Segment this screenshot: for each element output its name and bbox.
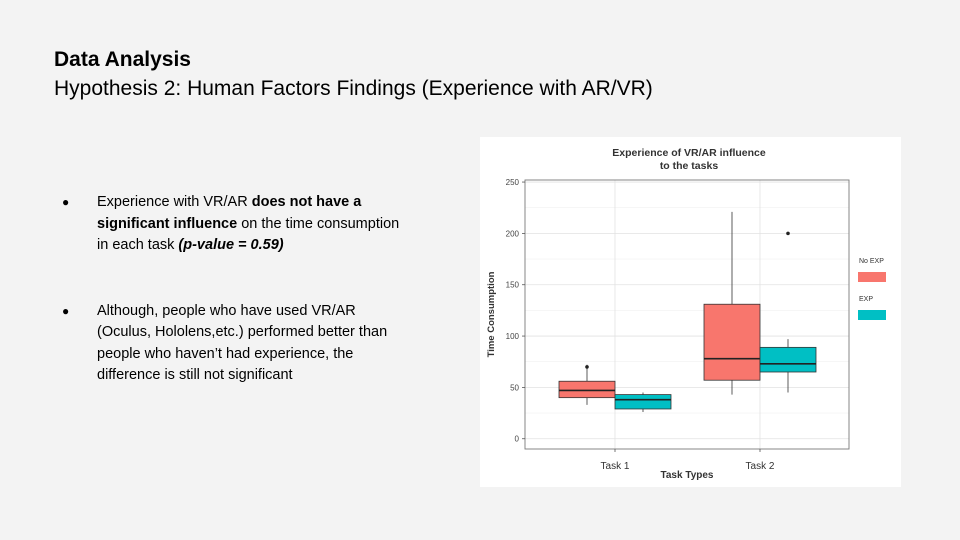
box-rect — [703, 303, 761, 381]
p-value-text: (p-value = 0.59) — [178, 237, 284, 253]
y-axis-label: Time Consumption — [486, 271, 497, 357]
plot-area — [525, 180, 849, 449]
bullet-marker: ● — [62, 195, 70, 209]
box-rect — [558, 380, 616, 399]
bullet-text-part: Experience with VR/AR — [97, 194, 252, 210]
boxplot-chart: 0 50 100 150 200 250 Task 1 Task 2 Experience of… — [486, 147, 886, 481]
bullet-marker: ● — [62, 303, 70, 318]
legend-swatch — [858, 310, 886, 320]
bullet-text-emphasis: does not have a significant influence — [97, 194, 362, 232]
legend-label: EXP — [859, 296, 873, 303]
legend-swatch — [858, 272, 886, 282]
plot-border — [524, 179, 850, 450]
box-rect — [614, 394, 672, 410]
x-tick-label: Task 1 — [601, 461, 630, 472]
y-tick-label: 250 — [506, 178, 520, 187]
x-axis-label: Task Types — [661, 470, 714, 481]
boxplot-chart-panel: 0 50 100 150 200 250 Task 1 Task 2 Experience of… — [480, 137, 901, 487]
chart-title-line: to the tasks — [660, 160, 719, 172]
box-outlier-point — [786, 231, 790, 236]
y-tick-label: 150 — [506, 281, 520, 290]
box-rect — [759, 346, 817, 373]
legend-label: No EXP — [859, 258, 884, 265]
y-tick-label: 200 — [506, 229, 520, 238]
bullet-item-experience-influence: ● Experience with VR/AR does not have a … — [62, 192, 412, 257]
bullet-text-part: on the time consumption in each task — [97, 215, 400, 254]
bullet-item-difference-not-significant: ● Although, people who have used VR/AR (… — [62, 301, 412, 387]
slide-subtitle: Hypothesis 2: Human Factors Findings (Ex… — [54, 77, 653, 100]
y-tick-label: 100 — [506, 332, 520, 341]
box-outlier-point — [585, 365, 589, 369]
bullet-text-part: Although, people who have used VR/AR (Oc… — [97, 302, 388, 384]
x-tick-label: Task 2 — [746, 461, 775, 472]
y-tick-label: 50 — [510, 383, 519, 392]
y-tick-label: 0 — [515, 435, 520, 444]
chart-title-line: Experience of VR/AR influence — [612, 147, 766, 159]
bullet-list: ● Experience with VR/AR does not have a … — [62, 192, 412, 387]
slide-title: Data Analysis — [54, 48, 191, 71]
